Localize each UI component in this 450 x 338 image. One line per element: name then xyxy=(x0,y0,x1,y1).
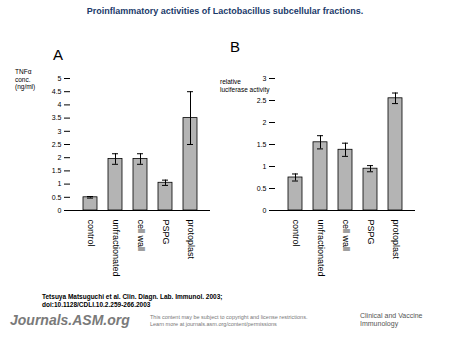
svg-text:3: 3 xyxy=(263,75,267,82)
svg-text:2: 2 xyxy=(263,119,267,126)
svg-text:unfractionated: unfractionated xyxy=(316,220,326,277)
svg-text:4: 4 xyxy=(58,101,62,108)
svg-text:1: 1 xyxy=(58,180,62,187)
svg-text:control: control xyxy=(291,220,301,247)
svg-text:1: 1 xyxy=(263,163,267,170)
svg-text:3: 3 xyxy=(58,128,62,135)
svg-text:2.5: 2.5 xyxy=(257,97,267,104)
svg-text:1.5: 1.5 xyxy=(257,141,267,148)
svg-text:PSPG: PSPG xyxy=(366,220,376,245)
svg-text:0.5: 0.5 xyxy=(257,185,267,192)
svg-text:PSPG: PSPG xyxy=(161,220,171,245)
svg-text:1.5: 1.5 xyxy=(52,167,62,174)
svg-text:cell wall: cell wall xyxy=(136,220,146,252)
svg-text:5: 5 xyxy=(58,75,62,82)
svg-text:protoplast: protoplast xyxy=(391,220,401,260)
svg-text:0.5: 0.5 xyxy=(52,194,62,201)
svg-text:2: 2 xyxy=(58,154,62,161)
svg-text:0: 0 xyxy=(263,207,267,214)
svg-text:3.5: 3.5 xyxy=(52,114,62,121)
svg-text:unfractionated: unfractionated xyxy=(111,220,121,277)
svg-text:cell wall: cell wall xyxy=(341,220,351,252)
svg-text:2.5: 2.5 xyxy=(52,141,62,148)
svg-text:4.5: 4.5 xyxy=(52,88,62,95)
svg-text:0: 0 xyxy=(58,207,62,214)
svg-text:protoplast: protoplast xyxy=(186,220,196,260)
svg-text:control: control xyxy=(86,220,96,247)
